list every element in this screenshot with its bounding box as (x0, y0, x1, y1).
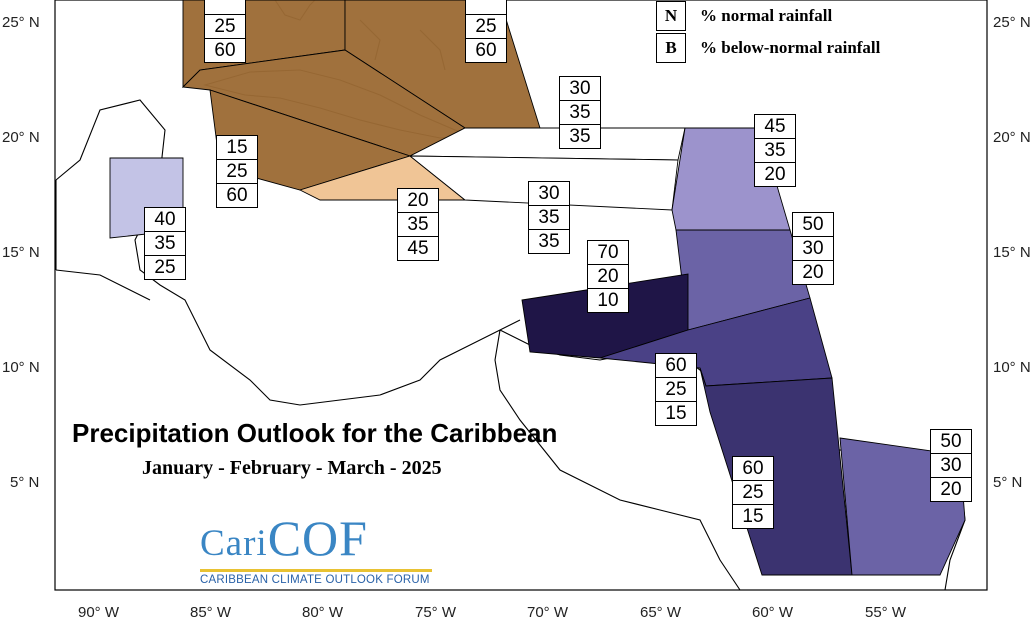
lon-tick-60: 60° W (752, 604, 794, 621)
prob-normal: 25 (205, 15, 245, 39)
lat-tick-25-right: 25° N (993, 14, 1031, 31)
map-title: Precipitation Outlook for the Caribbean (72, 418, 558, 448)
lon-tick-80: 80° W (302, 604, 344, 621)
prob-above (205, 0, 245, 15)
longitude-ticks: 90° W 85° W 80° W 75° W 70° W 65° W 60° … (78, 604, 907, 621)
prob-above: 70 (588, 241, 628, 265)
prob-above: 60 (656, 354, 696, 378)
prob-box-bahamas-north: 25 60 (204, 0, 246, 63)
lat-tick-20-left: 20° N (2, 129, 40, 146)
prob-above: 15 (217, 136, 257, 160)
prob-normal: 35 (145, 232, 185, 256)
lon-tick-55: 55° W (865, 604, 907, 621)
prob-below: 60 (475, 40, 497, 61)
prob-above (466, 0, 506, 15)
lon-tick-75: 75° W (415, 604, 457, 621)
prob-box-belize: 40 35 25 (144, 207, 186, 280)
lon-tick-90: 90° W (78, 604, 120, 621)
legend-row-below: B % below-normal rainfall (656, 32, 880, 64)
lat-tick-5-left: 5° N (10, 474, 39, 491)
lon-tick-85: 85° W (190, 604, 232, 621)
prob-below: 20 (764, 164, 786, 185)
latitude-ticks-left: 25° N 20° N 15° N 10° N 5° N (2, 14, 40, 491)
legend-label-normal: % normal rainfall (700, 6, 833, 25)
prob-box-bahamas-east: 25 60 (465, 0, 507, 63)
prob-above: 30 (560, 77, 600, 101)
prob-box-hispaniola-south: 30 35 35 (528, 181, 570, 254)
prob-above: 45 (755, 115, 795, 139)
legend-row-normal: N % normal rainfall (656, 0, 880, 32)
lat-tick-20-right: 20° N (993, 129, 1031, 146)
prob-above: 60 (733, 457, 773, 481)
prob-below: 20 (802, 262, 824, 283)
logo-name-part2: COF (267, 510, 368, 566)
prob-normal: 30 (793, 237, 833, 261)
prob-below: 25 (154, 257, 176, 278)
prob-normal: 35 (755, 139, 795, 163)
prob-normal: 30 (931, 454, 971, 478)
prob-below: 60 (214, 40, 236, 61)
prob-box-abc-islands: 70 20 10 (587, 240, 629, 313)
lon-tick-70: 70° W (527, 604, 569, 621)
lat-tick-15-left: 15° N (2, 244, 40, 261)
prob-box-jamaica: 20 35 45 (397, 188, 439, 261)
legend: N % normal rainfall B % below-normal rai… (656, 0, 880, 64)
prob-below: 35 (538, 231, 560, 252)
caricof-logo: CariCOF CARIBBEAN CLIMATE OUTLOOK FORUM (200, 513, 432, 586)
logo-name-part1: Cari (200, 523, 268, 564)
prob-above: 40 (145, 208, 185, 232)
lat-tick-5-right: 5° N (993, 474, 1022, 491)
prob-box-trinidad: 60 25 15 (655, 353, 697, 426)
prob-normal: 25 (656, 378, 696, 402)
prob-below: 60 (226, 185, 248, 206)
prob-below: 20 (940, 479, 962, 500)
prob-below: 45 (407, 238, 429, 259)
prob-above: 30 (529, 182, 569, 206)
map-subtitle: January - February - March - 2025 (142, 457, 442, 479)
prob-above: 50 (793, 213, 833, 237)
prob-below: 35 (569, 126, 591, 147)
lon-tick-65: 65° W (640, 604, 682, 621)
prob-normal: 25 (466, 15, 506, 39)
prob-box-suriname: 50 30 20 (930, 429, 972, 502)
prob-normal: 35 (398, 213, 438, 237)
lat-tick-15-right: 15° N (993, 244, 1031, 261)
prob-box-guyana: 60 25 15 (732, 456, 774, 529)
legend-key-below: B (656, 33, 686, 63)
prob-below: 10 (597, 290, 619, 311)
logo-tagline: CARIBBEAN CLIMATE OUTLOOK FORUM (200, 574, 430, 586)
prob-normal: 35 (529, 206, 569, 230)
prob-above: 50 (931, 430, 971, 454)
logo-wordmark: CariCOF (200, 513, 432, 567)
latitude-ticks-right: 25° N 20° N 15° N 10° N 5° N (993, 14, 1031, 491)
lat-tick-10-right: 10° N (993, 359, 1031, 376)
prob-box-cuba-south: 15 25 60 (216, 135, 258, 208)
prob-normal: 20 (588, 265, 628, 289)
prob-normal: 35 (560, 101, 600, 125)
legend-label-below: % below-normal rainfall (700, 38, 881, 57)
prob-box-hispaniola-north: 30 35 35 (559, 76, 601, 149)
prob-below: 15 (742, 506, 764, 527)
prob-above: 20 (398, 189, 438, 213)
lat-tick-10-left: 10° N (2, 359, 40, 376)
prob-below: 15 (665, 403, 687, 424)
prob-normal: 25 (733, 481, 773, 505)
prob-normal: 25 (217, 160, 257, 184)
legend-key-normal: N (656, 1, 686, 31)
prob-box-leeward-islands: 45 35 20 (754, 114, 796, 187)
lat-tick-25-left: 25° N (2, 14, 40, 31)
logo-underline (200, 569, 432, 572)
prob-box-windward-islands: 50 30 20 (792, 212, 834, 285)
